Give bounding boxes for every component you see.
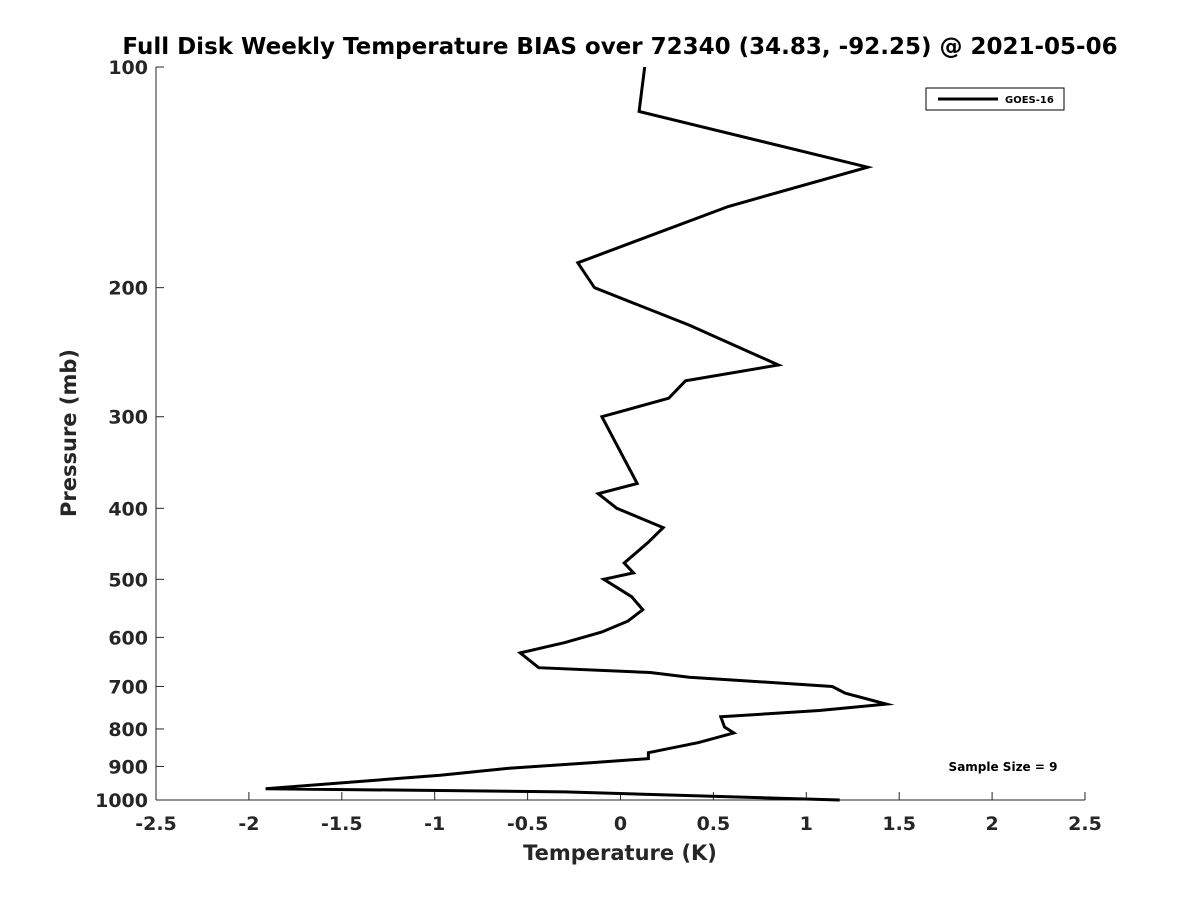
y-tick-label: 800	[108, 719, 148, 741]
sample-size-annotation: Sample Size = 9	[949, 760, 1058, 774]
x-tick-label: 0	[614, 813, 627, 835]
x-tick-label: 1.5	[882, 813, 916, 835]
y-ticks: 100 200 300 400 500 600 700 800 900 1000	[95, 57, 164, 812]
x-axis-label: Temperature (K)	[523, 841, 717, 865]
x-ticks: -2.5 -2 -1.5 -1 -0.5 0 0.5 1 1.5 2 2.5	[135, 792, 1102, 835]
legend[interactable]: GOES-16	[925, 87, 1065, 111]
y-tick-label: 200	[108, 278, 148, 300]
x-tick-label: 0.5	[697, 813, 731, 835]
y-tick-label: 100	[108, 57, 148, 79]
y-tick-label: 500	[108, 569, 148, 591]
y-tick-label: 700	[108, 676, 148, 698]
y-tick-label: 900	[108, 756, 148, 778]
x-tick-label: -1.5	[321, 813, 363, 835]
y-tick-label: 400	[108, 498, 148, 520]
y-tick-label: 300	[108, 407, 148, 429]
series-line-goes-16	[265, 66, 895, 802]
y-axis-label: Pressure (mb)	[57, 349, 81, 517]
chart-title: Full Disk Weekly Temperature BIAS over 7…	[122, 34, 1117, 60]
x-tick-label: -1	[424, 813, 445, 835]
legend-label-goes-16: GOES-16	[1005, 95, 1054, 106]
x-tick-label: -2.5	[135, 813, 177, 835]
x-tick-label: 2.5	[1068, 813, 1102, 835]
x-tick-label: -0.5	[507, 813, 549, 835]
y-tick-label: 1000	[95, 790, 148, 812]
x-tick-label: -2	[238, 813, 259, 835]
series-group	[265, 66, 895, 802]
x-tick-label: 2	[985, 813, 998, 835]
x-tick-label: 1	[800, 813, 813, 835]
y-tick-label: 600	[108, 627, 148, 649]
